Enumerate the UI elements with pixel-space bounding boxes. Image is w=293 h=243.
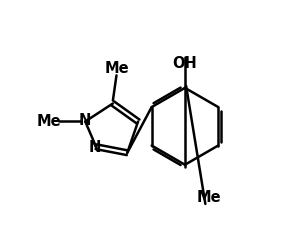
- Text: Me: Me: [37, 114, 62, 129]
- Text: N: N: [89, 140, 101, 155]
- Text: Me: Me: [104, 61, 129, 76]
- Text: Me: Me: [197, 190, 221, 205]
- Text: OH: OH: [173, 56, 197, 71]
- Text: N: N: [79, 113, 91, 128]
